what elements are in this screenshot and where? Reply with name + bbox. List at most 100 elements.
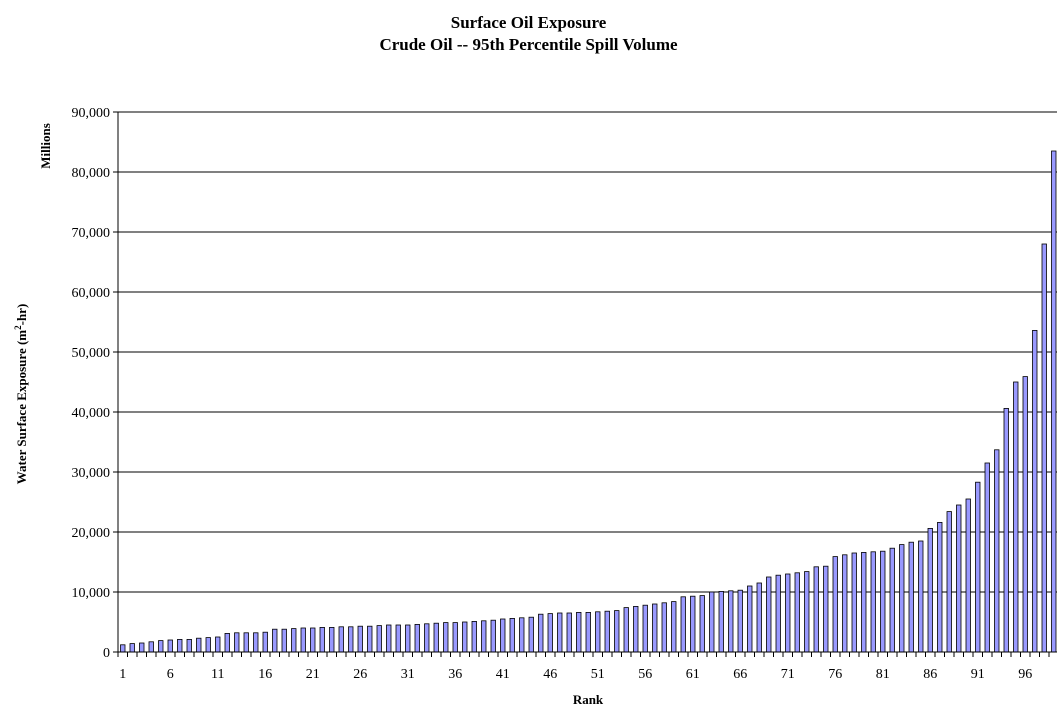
x-tick-label: 11 — [211, 667, 224, 682]
y-tick-label: 40,000 — [72, 406, 111, 421]
bar — [956, 504, 962, 653]
bar — [281, 628, 287, 653]
bar — [224, 633, 230, 653]
x-tick-labels: 1 6 11 16 21 26 31 36 41 46 51 56 61 66 71 76 81 86 91 96 — [117, 652, 1050, 682]
x-tick-label: 56 — [638, 667, 652, 682]
y-axis-title-end: -hr) — [14, 304, 29, 326]
bar — [927, 528, 933, 653]
bar — [443, 622, 449, 653]
bar — [576, 612, 582, 653]
bar — [1003, 407, 1009, 653]
bar — [880, 550, 886, 653]
x-tick-label: 6 — [167, 667, 174, 682]
bar — [1022, 376, 1028, 653]
bar — [424, 623, 430, 653]
bar — [367, 625, 373, 653]
bar — [595, 611, 601, 653]
y-axis-title-main: Water Surface Exposure (m — [14, 330, 29, 485]
y-tick-label: 80,000 — [72, 166, 111, 181]
y-tick-label: 50,000 — [72, 346, 111, 361]
bar — [310, 627, 316, 653]
y-tick-label: 0 — [103, 646, 110, 661]
bar — [899, 544, 905, 653]
bar — [139, 642, 145, 653]
x-tick-label: 71 — [781, 667, 795, 682]
bar — [538, 613, 544, 653]
x-axis-title: Rank — [573, 692, 604, 707]
x-tick-label: 46 — [543, 667, 557, 682]
bar — [1032, 329, 1038, 653]
bar — [975, 481, 981, 653]
bar — [614, 610, 620, 653]
bar — [870, 551, 876, 653]
bar — [528, 616, 534, 653]
bar — [699, 595, 705, 653]
bar — [272, 628, 278, 653]
bar — [386, 624, 392, 653]
bar — [823, 565, 829, 653]
bar — [129, 643, 135, 653]
bar — [785, 573, 791, 653]
bar — [889, 547, 895, 653]
x-tick-label: 76 — [828, 667, 842, 682]
bar — [623, 607, 629, 653]
chart-subtitle: Crude Oil -- 95th Percentile Spill Volum… — [379, 35, 678, 54]
bar — [329, 627, 335, 653]
y-axis-title: Water Surface Exposure (m2-hr) — [13, 304, 29, 485]
bar — [756, 582, 762, 653]
bar — [319, 627, 325, 653]
bar — [205, 637, 211, 653]
bar — [262, 631, 268, 653]
chart-title: Surface Oil Exposure — [450, 13, 607, 32]
bar — [253, 632, 259, 653]
bar — [633, 606, 639, 653]
x-tick-label: 21 — [306, 667, 320, 682]
x-tick-label: 1 — [119, 667, 126, 682]
bar — [946, 511, 952, 653]
bar — [709, 591, 715, 653]
bar — [481, 620, 487, 653]
bar — [794, 572, 800, 653]
bar — [908, 541, 914, 653]
bar — [804, 571, 810, 653]
bar — [196, 637, 202, 653]
bar — [500, 618, 506, 653]
x-tick-label: 31 — [401, 667, 415, 682]
y-unit-label: Millions — [38, 123, 53, 169]
x-tick-label: 61 — [686, 667, 700, 682]
y-tick-label: 90,000 — [72, 106, 111, 121]
bar — [158, 640, 164, 653]
y-tick-label: 60,000 — [72, 286, 111, 301]
bar — [737, 589, 743, 653]
bar — [452, 622, 458, 653]
bar — [766, 576, 772, 653]
bar — [604, 610, 610, 653]
bar — [376, 625, 382, 653]
bar — [509, 618, 515, 653]
bar — [433, 622, 439, 653]
x-tick-label: 86 — [923, 667, 937, 682]
bar — [338, 626, 344, 653]
bar — [984, 462, 990, 653]
bar — [557, 612, 563, 653]
bar — [167, 639, 173, 653]
x-tick-label: 16 — [258, 667, 272, 682]
bar — [994, 449, 1000, 653]
bars — [120, 150, 1057, 653]
bar — [937, 522, 943, 653]
x-tick-label: 91 — [971, 667, 985, 682]
bar — [652, 603, 658, 653]
bar — [747, 585, 753, 653]
x-tick-label: 96 — [1018, 667, 1032, 682]
bar — [462, 621, 468, 653]
bar — [718, 591, 724, 653]
bar — [642, 604, 648, 653]
bar — [1051, 150, 1057, 653]
bar — [851, 552, 857, 653]
bar — [395, 624, 401, 653]
x-tick-label: 41 — [496, 667, 510, 682]
bar — [813, 566, 819, 653]
bar — [775, 574, 781, 653]
bar — [414, 624, 420, 653]
